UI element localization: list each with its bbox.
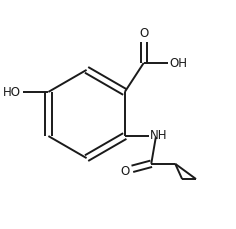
Text: OH: OH xyxy=(170,57,188,70)
Text: O: O xyxy=(139,26,148,39)
Text: NH: NH xyxy=(150,129,168,142)
Text: HO: HO xyxy=(3,86,21,99)
Text: O: O xyxy=(120,164,129,177)
